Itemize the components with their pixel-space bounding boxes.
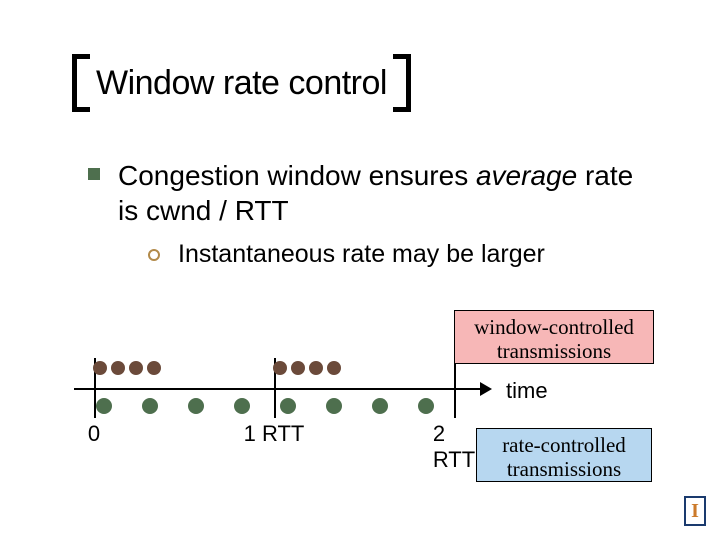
rate-dot	[188, 398, 204, 414]
axis-line	[74, 388, 482, 390]
window-dot	[309, 361, 323, 375]
rate-controlled-box: rate-controlled transmissions	[476, 428, 652, 482]
timeline-diagram: 01 RTT2 RTT time window-controlled trans…	[74, 300, 674, 500]
time-axis: 01 RTT2 RTT	[74, 358, 494, 418]
bullet-level-2: Instantaneous rate may be larger	[148, 240, 545, 269]
rate-dot	[326, 398, 342, 414]
slide-title: Window rate control	[72, 54, 411, 112]
window-dot	[111, 361, 125, 375]
logo-char: I	[691, 500, 699, 523]
rate-dot	[142, 398, 158, 414]
arrow-right-icon	[480, 382, 492, 396]
window-dot	[129, 361, 143, 375]
bullet-level-1: Congestion window ensures average rate i…	[88, 158, 658, 228]
axis-tick-label: 0	[88, 421, 100, 447]
circle-bullet-icon	[148, 249, 160, 261]
window-controlled-box: window-controlled transmissions	[454, 310, 654, 364]
rate-dot	[234, 398, 250, 414]
rate-dot	[372, 398, 388, 414]
rate-dot	[418, 398, 434, 414]
rate-dot	[280, 398, 296, 414]
window-dot	[93, 361, 107, 375]
bullet1-pre: Congestion window ensures	[118, 160, 476, 191]
bullet-1-text: Congestion window ensures average rate i…	[118, 158, 658, 228]
box-window-l2: transmissions	[497, 339, 611, 363]
box-rate-l1: rate-controlled	[502, 433, 626, 457]
bracket-left-icon	[72, 54, 90, 112]
window-dot	[327, 361, 341, 375]
square-bullet-icon	[88, 168, 100, 180]
university-logo-icon: I	[684, 496, 706, 526]
window-dot	[147, 361, 161, 375]
window-dot	[291, 361, 305, 375]
axis-tick-label: 1 RTT	[244, 421, 305, 447]
rate-dot	[96, 398, 112, 414]
bullet-2-text: Instantaneous rate may be larger	[178, 240, 545, 269]
title-text: Window rate control	[90, 64, 393, 103]
axis-tick-label: 2 RTT	[433, 421, 475, 473]
axis-tick	[454, 358, 456, 418]
bullet1-italic: average	[476, 160, 577, 191]
time-label: time	[506, 378, 548, 404]
bracket-right-icon	[393, 54, 411, 112]
box-rate-l2: transmissions	[507, 457, 621, 481]
box-window-l1: window-controlled	[474, 315, 634, 339]
window-dot	[273, 361, 287, 375]
